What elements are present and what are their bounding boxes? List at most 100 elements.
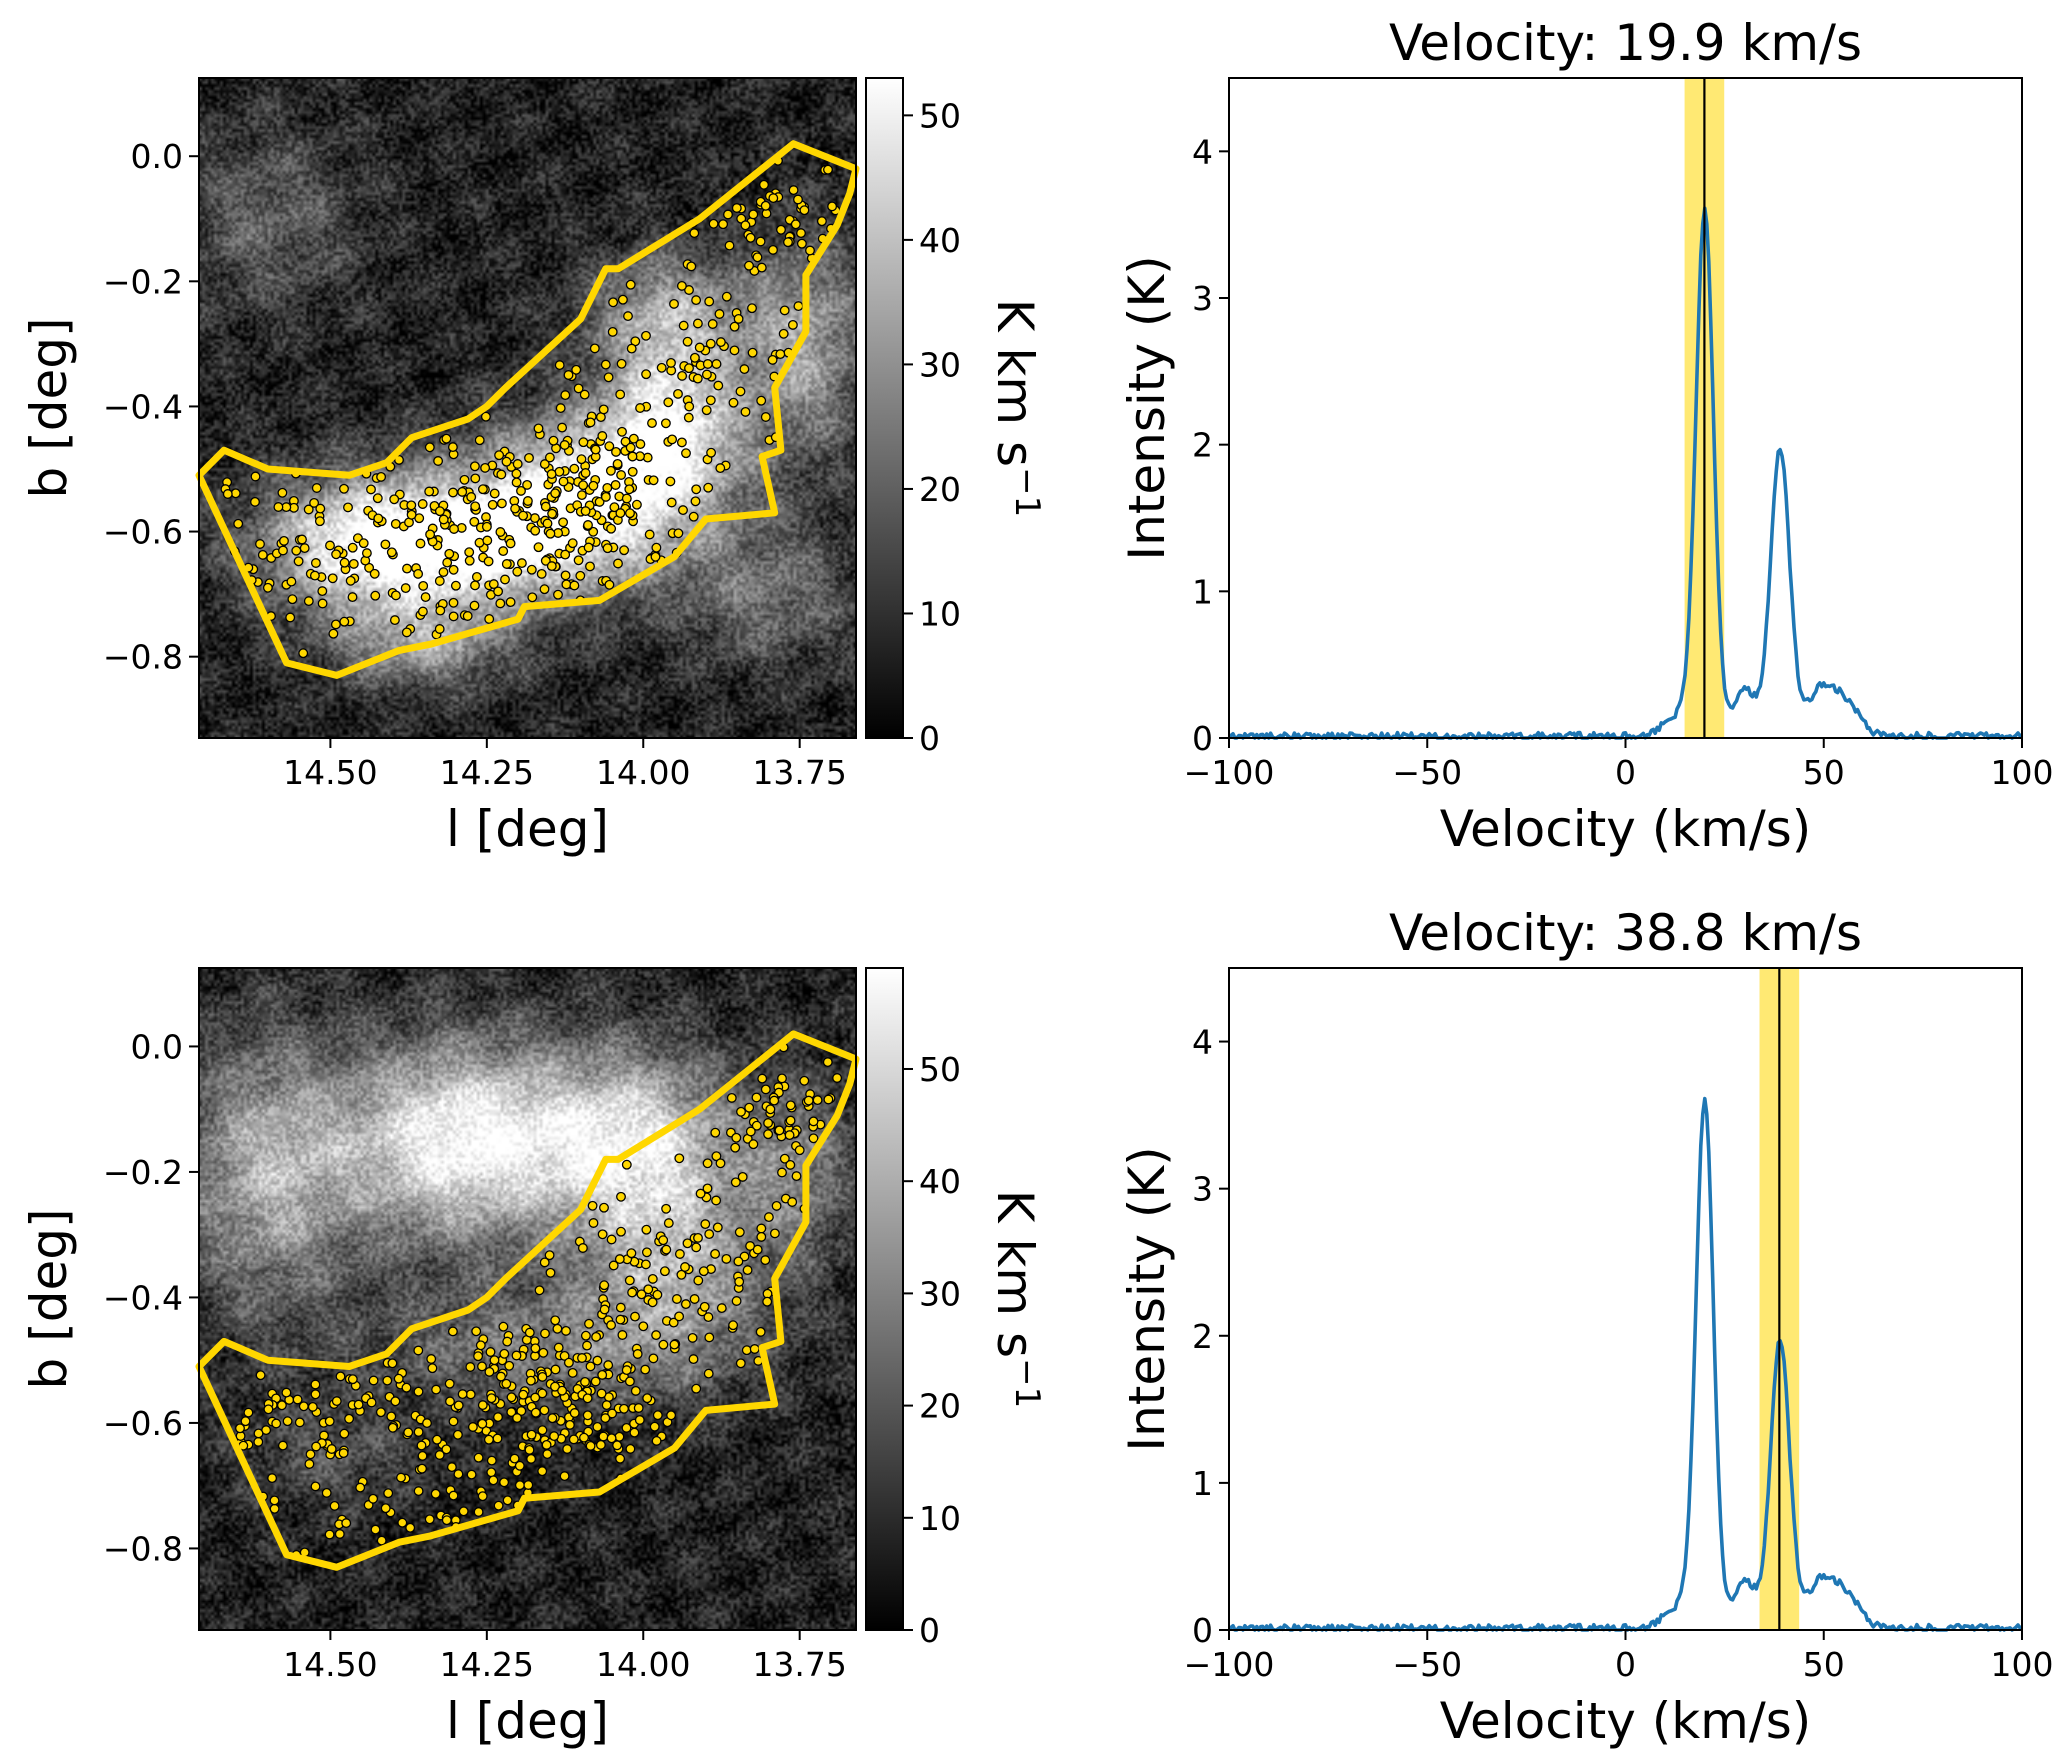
colorbar-label-exponent: −1 <box>1007 467 1047 517</box>
source-marker <box>606 1320 617 1331</box>
source-marker <box>560 390 571 401</box>
source-marker <box>676 437 687 448</box>
source-marker <box>262 582 273 593</box>
source-marker <box>406 500 417 511</box>
source-marker <box>606 523 617 534</box>
source-marker <box>493 586 504 597</box>
x-tick-label: 14.50 <box>283 753 377 792</box>
source-marker <box>561 579 572 590</box>
source-marker <box>775 349 786 360</box>
source-marker <box>425 529 436 540</box>
y-tick-label: 1 <box>1192 572 1213 611</box>
source-marker <box>331 549 342 560</box>
source-marker <box>740 220 751 231</box>
source-marker <box>759 179 769 190</box>
source-marker <box>459 474 470 485</box>
map-panel-1: 14.50 14.25 14.00 13.75 0.0 −0.2 −0.4 −0.6 −0.8 l… <box>20 77 1047 858</box>
source-marker <box>621 1365 632 1376</box>
source-marker <box>458 1506 469 1517</box>
source-marker <box>677 370 688 381</box>
source-marker <box>756 1231 767 1242</box>
x-tick-label: −50 <box>1392 1645 1462 1684</box>
source-marker <box>635 439 646 450</box>
source-marker <box>311 1441 322 1452</box>
source-marker <box>604 579 615 590</box>
source-marker <box>733 1256 744 1267</box>
source-marker <box>481 521 492 532</box>
source-marker <box>480 411 491 422</box>
source-marker <box>514 1460 525 1471</box>
source-marker <box>537 1466 548 1477</box>
source-marker <box>386 547 397 558</box>
source-marker <box>633 1403 644 1413</box>
source-marker <box>690 496 701 507</box>
source-marker <box>489 1355 500 1366</box>
source-marker <box>547 508 558 519</box>
source-marker <box>540 555 551 566</box>
source-marker <box>641 1224 652 1235</box>
source-marker <box>555 403 566 414</box>
source-marker <box>823 164 833 175</box>
source-marker <box>625 279 636 290</box>
colorbar-tick-label: 50 <box>919 96 961 135</box>
source-marker <box>767 354 778 365</box>
source-marker <box>747 303 757 314</box>
source-marker <box>282 1416 293 1427</box>
source-marker <box>401 627 412 638</box>
source-marker <box>522 479 533 490</box>
source-marker <box>721 1253 732 1264</box>
source-marker <box>561 1325 571 1336</box>
source-marker <box>661 1203 672 1214</box>
source-marker <box>386 1411 397 1422</box>
source-marker <box>516 558 527 569</box>
source-marker <box>547 1413 558 1424</box>
source-marker <box>434 506 445 517</box>
source-marker <box>417 606 428 617</box>
source-marker <box>729 321 740 332</box>
source-marker <box>640 1259 651 1270</box>
source-marker <box>585 417 596 428</box>
source-marker <box>790 219 801 230</box>
source-marker <box>538 1347 549 1358</box>
source-marker <box>703 1312 714 1323</box>
source-marker <box>348 558 359 569</box>
source-marker <box>723 209 733 220</box>
source-marker <box>678 505 688 516</box>
source-marker <box>608 297 619 308</box>
source-marker <box>680 1262 690 1272</box>
y-tick-label: 3 <box>1192 279 1213 318</box>
source-marker <box>434 624 445 634</box>
source-marker <box>310 1379 321 1390</box>
source-marker <box>345 575 356 586</box>
source-marker <box>331 1396 342 1407</box>
source-marker <box>715 337 726 348</box>
colorbar-label: K km s−1 <box>986 1190 1047 1408</box>
source-marker <box>550 1315 561 1326</box>
source-marker <box>731 203 742 213</box>
source-marker <box>650 551 661 562</box>
source-marker <box>760 412 771 422</box>
source-marker <box>740 406 751 417</box>
source-marker <box>339 1428 350 1439</box>
source-marker <box>579 389 590 400</box>
source-marker <box>413 1486 424 1497</box>
y-axis-label: Intensity (K) <box>1118 255 1176 560</box>
source-marker <box>477 1400 488 1411</box>
y-tick-label: 0.0 <box>131 1027 183 1066</box>
source-marker <box>590 444 601 455</box>
source-marker <box>279 535 289 546</box>
source-marker <box>273 502 284 512</box>
source-marker <box>694 342 705 353</box>
colorbar-label: K km s−1 <box>986 299 1047 517</box>
source-marker <box>691 1242 702 1253</box>
source-marker <box>328 628 339 639</box>
source-marker <box>651 1435 662 1446</box>
source-marker <box>762 1296 773 1307</box>
source-marker <box>235 1423 245 1434</box>
source-marker <box>530 1343 541 1354</box>
source-marker <box>627 1287 638 1298</box>
source-marker <box>445 1396 455 1407</box>
source-marker <box>583 520 593 530</box>
source-marker <box>557 1385 568 1396</box>
source-marker <box>721 291 732 302</box>
